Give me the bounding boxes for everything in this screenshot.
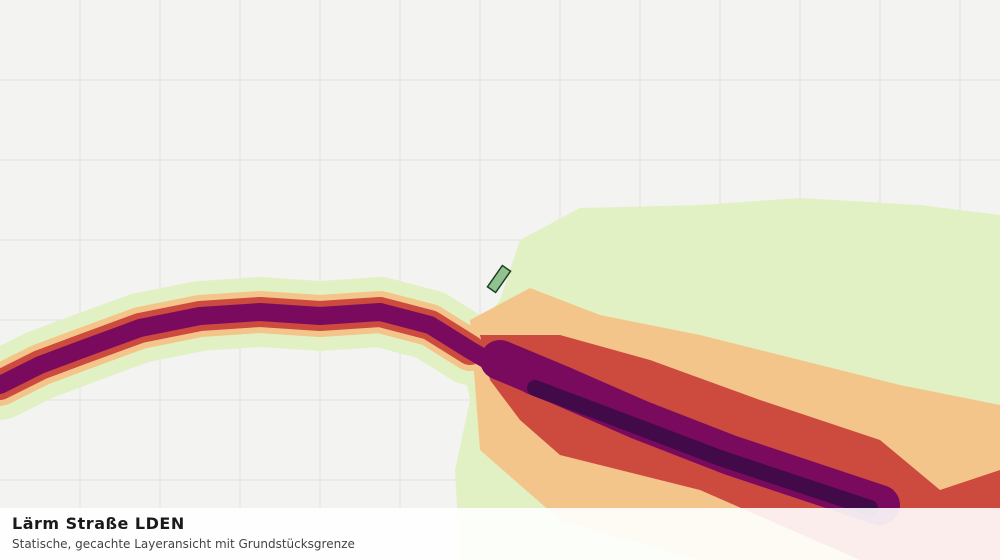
caption-panel: Lärm Straße LDEN Statische, gecachte Lay… bbox=[0, 508, 1000, 560]
map-subtitle: Statische, gecachte Layeransicht mit Gru… bbox=[12, 537, 355, 551]
map-title: Lärm Straße LDEN bbox=[12, 514, 185, 533]
parcel-boundary bbox=[486, 264, 512, 294]
noise-layer bbox=[0, 198, 1000, 560]
